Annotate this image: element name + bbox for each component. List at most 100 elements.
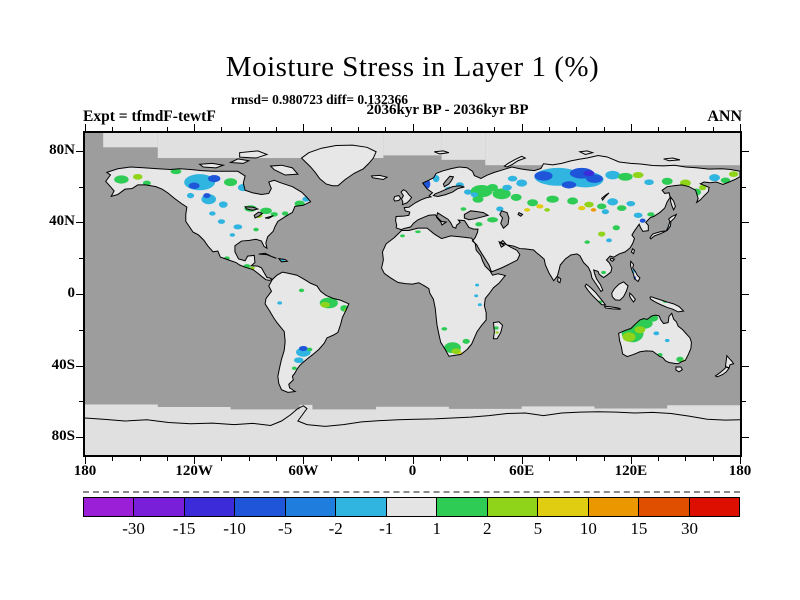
anomaly-patch bbox=[472, 195, 484, 203]
anomaly-patch bbox=[546, 195, 559, 203]
tick-mark bbox=[549, 457, 550, 461]
anomaly-patch bbox=[502, 184, 512, 191]
anomaly-patch bbox=[487, 183, 499, 192]
anomaly-patch bbox=[590, 208, 597, 212]
world-map bbox=[85, 133, 740, 455]
tick-mark bbox=[742, 366, 749, 367]
anomaly-patch bbox=[596, 203, 607, 210]
colorbar-level-label: -1 bbox=[379, 519, 394, 538]
anomaly-patch bbox=[291, 366, 297, 370]
season-label: ANN bbox=[707, 108, 742, 125]
tick-mark bbox=[79, 187, 83, 188]
gulf-of-bothnia bbox=[443, 176, 453, 186]
aral-sea bbox=[518, 213, 523, 217]
anomaly-patch bbox=[233, 224, 243, 230]
tick-mark bbox=[631, 124, 632, 131]
anomaly-patch bbox=[463, 189, 472, 195]
tick-mark bbox=[167, 457, 168, 461]
colorbar-level-label: 10 bbox=[579, 519, 597, 538]
tick-mark bbox=[303, 457, 304, 464]
polar-ice-shading bbox=[85, 133, 740, 455]
anomaly-patch bbox=[294, 357, 304, 364]
black-sea bbox=[464, 211, 488, 220]
anomaly-patch bbox=[605, 170, 620, 180]
tick-mark bbox=[522, 124, 523, 131]
experiment-label: Expt = tfmdF-tewtF bbox=[83, 108, 216, 125]
tick-mark bbox=[440, 457, 441, 461]
lat-tick-label: 80S bbox=[51, 428, 75, 445]
colorbar-level-label: -10 bbox=[223, 519, 246, 538]
tick-mark bbox=[385, 457, 386, 461]
colorbar-level-label: 15 bbox=[630, 519, 648, 538]
tick-mark bbox=[303, 124, 304, 131]
colorbar-cell bbox=[587, 497, 640, 517]
caspian-sea bbox=[500, 211, 509, 228]
tick-mark bbox=[140, 127, 141, 131]
tick-mark bbox=[76, 366, 83, 367]
lake-erie-ontario bbox=[265, 216, 273, 219]
anomaly-patch bbox=[607, 198, 619, 206]
tick-mark bbox=[413, 457, 414, 464]
anomaly-patch bbox=[224, 178, 238, 187]
tick-mark bbox=[713, 127, 714, 131]
lake-superior bbox=[245, 207, 258, 211]
plot-title: Moisture Stress in Layer 1 (%) bbox=[225, 51, 600, 83]
colorbar-cell bbox=[385, 497, 438, 517]
anomaly-patch bbox=[644, 179, 654, 186]
anomaly-patch bbox=[217, 219, 226, 224]
anomaly-patch bbox=[661, 177, 673, 185]
tick-mark bbox=[742, 401, 746, 402]
anomaly-patch bbox=[186, 192, 195, 199]
tick-mark bbox=[385, 127, 386, 131]
tick-mark bbox=[85, 457, 86, 464]
tick-mark bbox=[549, 127, 550, 131]
tick-mark bbox=[742, 151, 749, 152]
colorbar-cell bbox=[133, 497, 185, 517]
anomaly-patch bbox=[622, 332, 636, 342]
colorbar-cell bbox=[335, 497, 387, 517]
colorbar-cell bbox=[436, 497, 488, 517]
tick-mark bbox=[194, 457, 195, 464]
anomaly-patch bbox=[209, 211, 216, 216]
anomaly-patch bbox=[524, 208, 531, 212]
lon-tick-label: 60W bbox=[288, 463, 319, 479]
anomaly-patch bbox=[653, 331, 660, 336]
inland-seas bbox=[245, 176, 609, 228]
anomaly-patch bbox=[415, 230, 421, 234]
anomaly-patch bbox=[510, 193, 522, 201]
colorbar-level-label: 30 bbox=[680, 519, 698, 538]
antarctica-coastline bbox=[85, 406, 740, 427]
lon-tick-label: 0 bbox=[408, 463, 417, 479]
tick-mark bbox=[494, 457, 495, 461]
anomaly-patch bbox=[203, 193, 211, 199]
anomaly-patch bbox=[207, 175, 221, 183]
colorbar-cell bbox=[234, 497, 286, 517]
colorbar-cell bbox=[183, 497, 236, 517]
anomaly-patch bbox=[664, 338, 670, 343]
anomaly-patch bbox=[567, 197, 579, 205]
lake-baikal bbox=[602, 193, 609, 200]
anomaly-patch bbox=[142, 180, 151, 186]
tick-mark bbox=[742, 187, 746, 188]
anomaly-patch bbox=[544, 208, 551, 212]
anomaly-patch bbox=[507, 175, 518, 182]
anomaly-patch bbox=[618, 172, 633, 181]
anomaly-patch bbox=[639, 218, 646, 223]
anomaly-patch bbox=[709, 174, 720, 182]
lake-huron-michigan bbox=[254, 212, 262, 218]
colorbar-level-label: 2 bbox=[483, 519, 492, 538]
tick-mark bbox=[221, 127, 222, 131]
tick-mark bbox=[79, 401, 83, 402]
lat-tick-label: 40S bbox=[51, 356, 75, 373]
tick-mark bbox=[249, 127, 250, 131]
tick-mark bbox=[76, 151, 83, 152]
anomaly-patch bbox=[477, 303, 482, 307]
colorbar-level-label: 5 bbox=[533, 519, 543, 538]
anomaly-patch bbox=[460, 207, 467, 211]
lat-tick-label: 40N bbox=[49, 213, 75, 230]
anomaly-patch bbox=[260, 207, 272, 215]
anomaly-patch bbox=[516, 179, 528, 187]
tick-mark bbox=[79, 258, 83, 259]
anomaly-patch bbox=[586, 174, 603, 183]
anomaly-patch bbox=[306, 347, 313, 352]
